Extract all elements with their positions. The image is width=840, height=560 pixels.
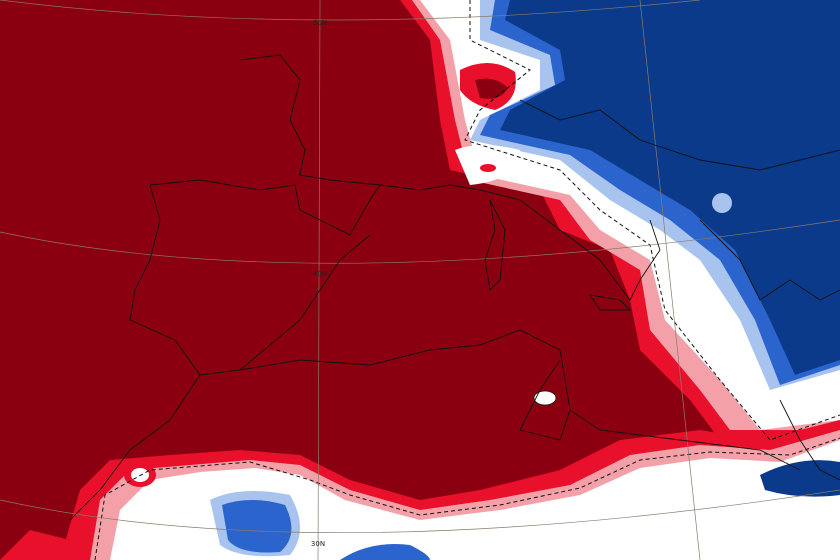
dark-red-patch [475,78,508,99]
coastline [484,199,506,291]
latitude-line [0,489,840,534]
blue-patch [712,193,732,213]
coastline [779,399,840,481]
bright-red-band [0,530,70,560]
coastline [69,374,201,521]
coastline [239,329,801,471]
zero-contour [464,0,840,441]
coastline [149,179,381,236]
longitude-line [639,0,701,560]
cold-core [500,0,840,375]
red-patch [480,164,496,172]
coastline [519,359,571,441]
white-patch [533,390,557,406]
coastline [589,294,632,311]
latitude-line [0,219,840,264]
medium-blue-band [340,544,430,560]
latitude-line [0,0,701,21]
medium-blue-band [222,500,292,553]
latitude-label: 40N [313,270,327,278]
coastline [699,219,840,301]
coastline [449,184,661,301]
longitude-line [317,0,321,560]
latitude-label: 50N [313,19,327,27]
coastline [519,99,840,171]
coastline [239,54,451,191]
latitude-label: 30N [311,540,325,548]
coastlines [69,54,840,521]
zero-contour [94,437,840,560]
